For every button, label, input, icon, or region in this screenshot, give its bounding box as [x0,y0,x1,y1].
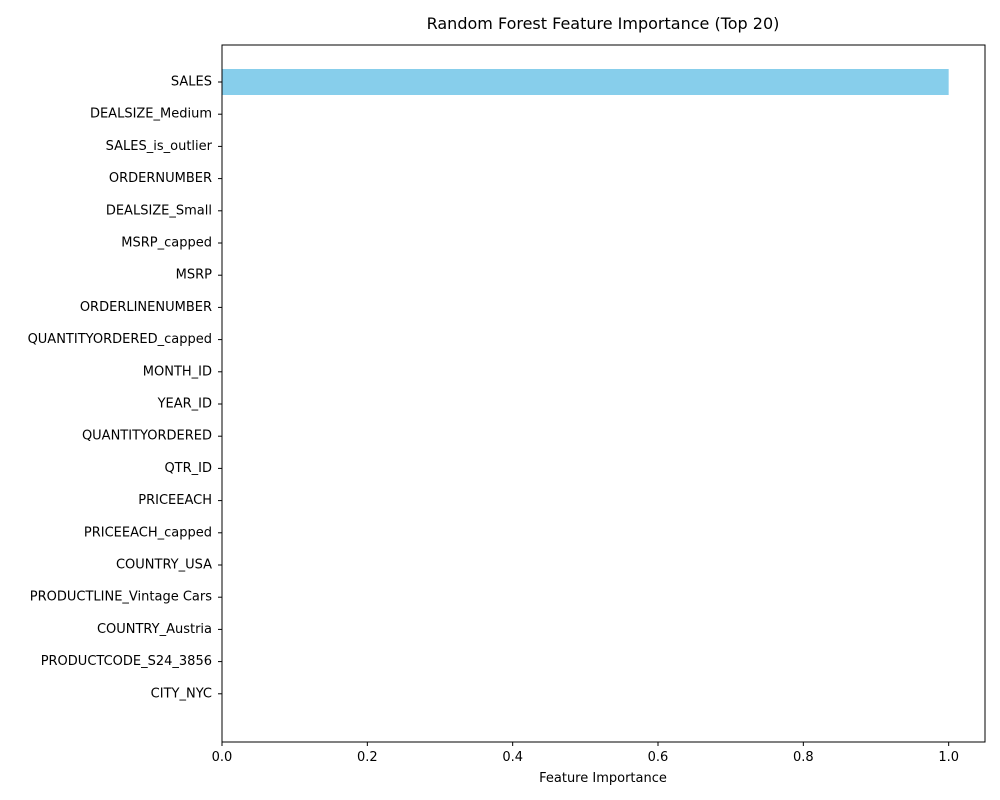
x-tick-label: 0.4 [502,750,523,765]
y-tick-label: ORDERNUMBER [109,171,212,186]
x-tick-label: 0.2 [357,750,378,765]
x-axis-label: Feature Importance [539,771,667,786]
y-tick-label: PRODUCTLINE_Vintage Cars [30,590,212,605]
y-tick-label: PRICEEACH_capped [84,525,212,540]
y-tick-label: SALES [171,75,212,90]
x-axis-ticks: 0.0 0.2 0.4 0.6 0.8 1.0 [212,742,959,765]
y-tick-label: QUANTITYORDERED [82,429,212,444]
plot-frame [221,44,986,743]
bars-group [222,69,949,95]
y-tick-label: DEALSIZE_Small [106,203,212,218]
x-tick-label: 1.0 [938,750,959,765]
y-tick-label: MSRP_capped [121,236,212,251]
y-tick-label: PRODUCTCODE_S24_3856 [41,654,212,669]
y-tick-label: COUNTRY_USA [116,558,212,573]
y-tick-label: MSRP [176,268,213,283]
y-tick-label: QUANTITYORDERED_capped [28,332,212,347]
y-tick-label: ORDERLINENUMBER [80,300,212,315]
y-tick-label: COUNTRY_Austria [97,622,212,637]
x-tick-label: 0.6 [648,750,669,765]
y-tick-label: PRICEEACH [138,493,212,508]
y-tick-label: DEALSIZE_Medium [90,107,212,122]
x-tick-label: 0.8 [793,750,814,765]
bar-sales [222,69,949,95]
chart-title: Random Forest Feature Importance (Top 20… [427,14,780,33]
y-tick-label: YEAR_ID [157,397,212,412]
y-tick-label: CITY_NYC [151,686,212,701]
y-axis-ticks: SALES DEALSIZE_Medium SALES_is_outlier ORDE… [28,75,222,701]
y-tick-label: SALES_is_outlier [106,139,213,154]
y-tick-label: MONTH_ID [143,364,212,379]
x-tick-label: 0.0 [212,750,233,765]
y-tick-label: QTR_ID [164,461,212,476]
